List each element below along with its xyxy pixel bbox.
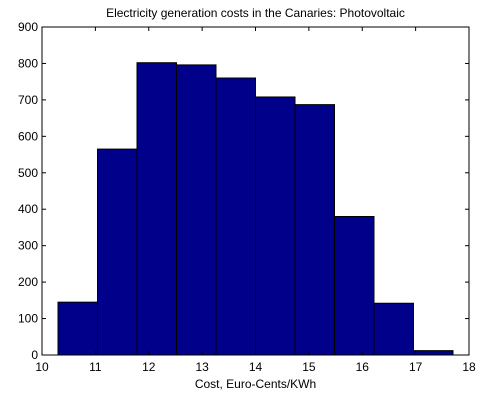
y-tick-label: 0 <box>31 348 38 362</box>
y-tick-label: 500 <box>18 166 38 180</box>
histogram-bar <box>294 104 335 356</box>
y-tick-label: 700 <box>18 93 38 107</box>
x-tick-label: 13 <box>195 360 209 374</box>
bars-group <box>57 62 454 356</box>
ticks-group: 10 11 12 13 14 15 16 17 18 0 100 200 300 400 500 600 700… <box>18 20 476 374</box>
histogram-bar <box>97 148 138 356</box>
y-tick-label: 800 <box>18 56 38 70</box>
histogram-bar <box>373 302 414 356</box>
x-tick-label: 15 <box>302 360 316 374</box>
axes-frame <box>41 26 470 356</box>
histogram-bar <box>333 216 375 356</box>
y-tick-label: 100 <box>18 312 38 326</box>
y-tick-label: 300 <box>18 239 38 253</box>
y-tick-label: 900 <box>18 20 38 34</box>
histogram-bar <box>412 350 454 356</box>
chart-title: Electricity generation costs in the Cana… <box>106 6 405 20</box>
x-tick-label: 12 <box>142 360 156 374</box>
y-tick-label: 600 <box>18 129 38 143</box>
x-tick-label: 10 <box>35 360 49 374</box>
histogram-bar <box>255 96 296 356</box>
histogram-bar <box>136 62 178 356</box>
histogram-bar <box>176 64 217 356</box>
x-tick-label: 11 <box>89 360 102 374</box>
y-tick-label: 400 <box>18 202 38 216</box>
x-tick-label: 18 <box>462 360 476 374</box>
histogram-bar <box>215 77 257 356</box>
x-tick-label: 17 <box>409 360 423 374</box>
x-axis-label: Cost, Euro-Cents/KWh <box>195 377 316 391</box>
x-tick-label: 14 <box>249 360 263 374</box>
x-tick-label: 16 <box>356 360 370 374</box>
y-tick-label: 200 <box>18 275 38 289</box>
histogram-bar <box>57 301 99 356</box>
